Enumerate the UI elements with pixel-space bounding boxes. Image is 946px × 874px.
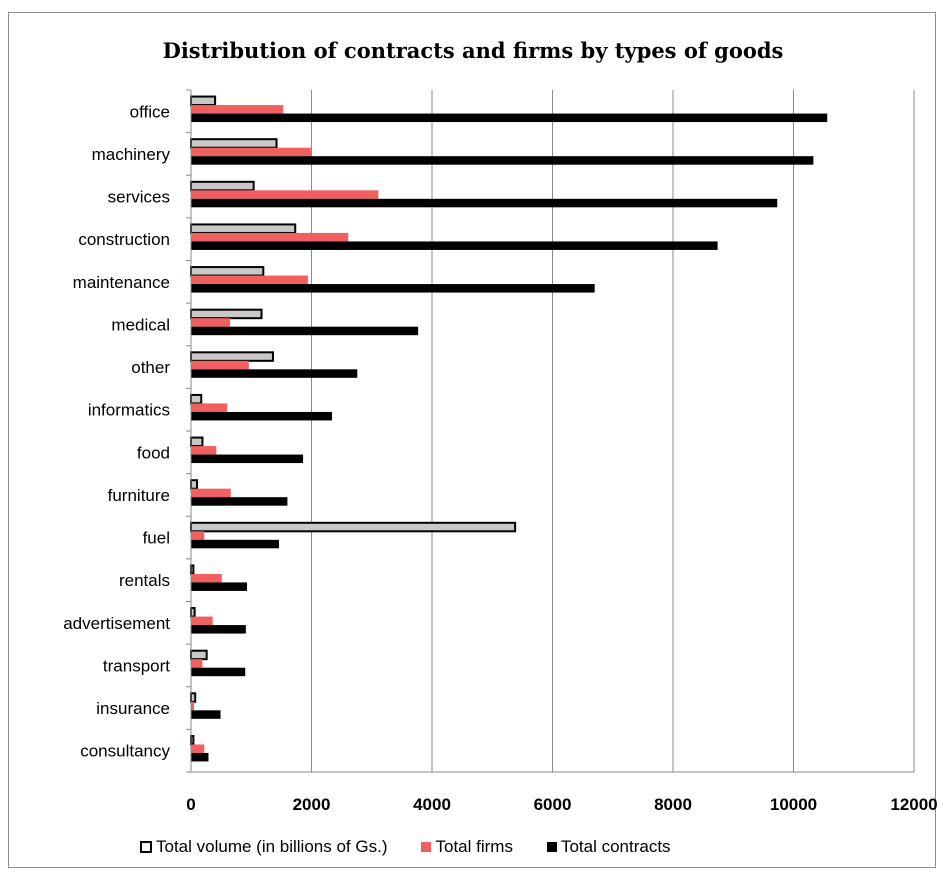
bar-total-volume xyxy=(190,266,265,277)
bar-total-volume xyxy=(190,138,278,149)
category-label: informatics xyxy=(88,401,170,420)
category-label: construction xyxy=(78,230,170,249)
bar-total-contracts xyxy=(191,113,828,123)
bar-total-contracts xyxy=(191,582,248,591)
category-label: food xyxy=(137,443,170,462)
bar-total-contracts xyxy=(191,241,718,250)
bar-total-contracts xyxy=(191,710,221,719)
bar-total-contracts xyxy=(191,454,304,464)
category-label: advertisement xyxy=(63,614,170,633)
bar-total-volume xyxy=(190,351,274,362)
bar-total-volume xyxy=(190,649,208,661)
bar-total-contracts xyxy=(191,539,279,549)
bar-total-contracts xyxy=(191,326,419,336)
bar-total-contracts xyxy=(191,369,358,378)
bar-total-firms xyxy=(191,190,379,199)
category-label: insurance xyxy=(96,699,170,718)
legend-label: Total firms xyxy=(435,837,513,856)
bar-total-firms xyxy=(191,147,311,157)
category-label: medical xyxy=(111,315,170,334)
bar-total-firms xyxy=(191,360,249,370)
bar-total-volume xyxy=(190,436,204,448)
bar-total-firms xyxy=(191,488,231,498)
category-label: other xyxy=(131,358,170,377)
bar-total-volume xyxy=(190,607,196,618)
bar-total-firms xyxy=(191,232,349,242)
bar-total-volume xyxy=(190,95,217,107)
bar-total-volume xyxy=(190,692,197,703)
bar-total-volume xyxy=(190,180,255,192)
bar-total-firms xyxy=(191,403,228,412)
category-label: maintenance xyxy=(73,273,170,292)
category-label: services xyxy=(108,188,170,207)
bar-total-firms xyxy=(191,105,284,114)
x-tick-label: 0 xyxy=(186,795,195,814)
bar-total-firms xyxy=(191,531,205,540)
legend-item: Total firms xyxy=(421,837,513,857)
chart-legend: Total volume (in billions of Gs.) Total f… xyxy=(140,834,840,860)
bar-total-volume xyxy=(190,223,297,234)
bar-total-contracts xyxy=(191,752,209,762)
bar-total-firms xyxy=(191,573,222,583)
x-tick-label: 2000 xyxy=(293,795,331,814)
x-tick-label: 4000 xyxy=(413,795,451,814)
bar-total-contracts xyxy=(191,625,246,634)
x-tick-label: 12000 xyxy=(890,795,937,814)
category-label: rentals xyxy=(119,571,170,590)
legend-label: Total volume (in billions of Gs.) xyxy=(156,837,388,856)
bar-total-firms xyxy=(191,616,213,626)
bar-total-contracts xyxy=(191,284,595,293)
category-label: consultancy xyxy=(80,742,170,761)
bar-total-firms xyxy=(191,275,308,285)
bar-total-volume xyxy=(190,393,203,405)
legend-swatch xyxy=(140,841,152,853)
bar-total-firms xyxy=(191,701,195,711)
bar-total-contracts xyxy=(191,497,288,506)
category-label: furniture xyxy=(108,486,170,505)
x-tick-label: 10000 xyxy=(770,795,817,814)
bar-total-firms xyxy=(191,446,217,455)
x-tick-label: 8000 xyxy=(654,795,692,814)
legend-swatch xyxy=(421,842,432,852)
x-tick-label: 6000 xyxy=(534,795,572,814)
category-label: machinery xyxy=(92,145,171,164)
chart-title: Distribution of contracts and firms by t… xyxy=(162,38,784,63)
bar-total-contracts xyxy=(191,156,814,165)
legend-label: Total contracts xyxy=(560,837,671,856)
legend-item: Total volume (in billions of Gs.) xyxy=(140,837,387,857)
bar-total-contracts xyxy=(191,198,778,208)
bar-total-volume xyxy=(190,479,199,490)
category-label: transport xyxy=(103,656,170,675)
bar-total-volume xyxy=(190,308,263,320)
legend-swatch xyxy=(546,842,557,852)
chart-frame xyxy=(8,12,936,868)
category-label: office xyxy=(130,102,170,121)
legend-item: Total contracts xyxy=(546,837,671,857)
bar-total-contracts xyxy=(191,667,246,677)
bar-total-firms xyxy=(191,744,205,753)
bar-total-contracts xyxy=(191,411,332,421)
bar-total-volume xyxy=(190,521,517,533)
bar-total-firms xyxy=(191,659,203,668)
bar-total-firms xyxy=(191,318,231,327)
category-label: fuel xyxy=(143,529,170,548)
